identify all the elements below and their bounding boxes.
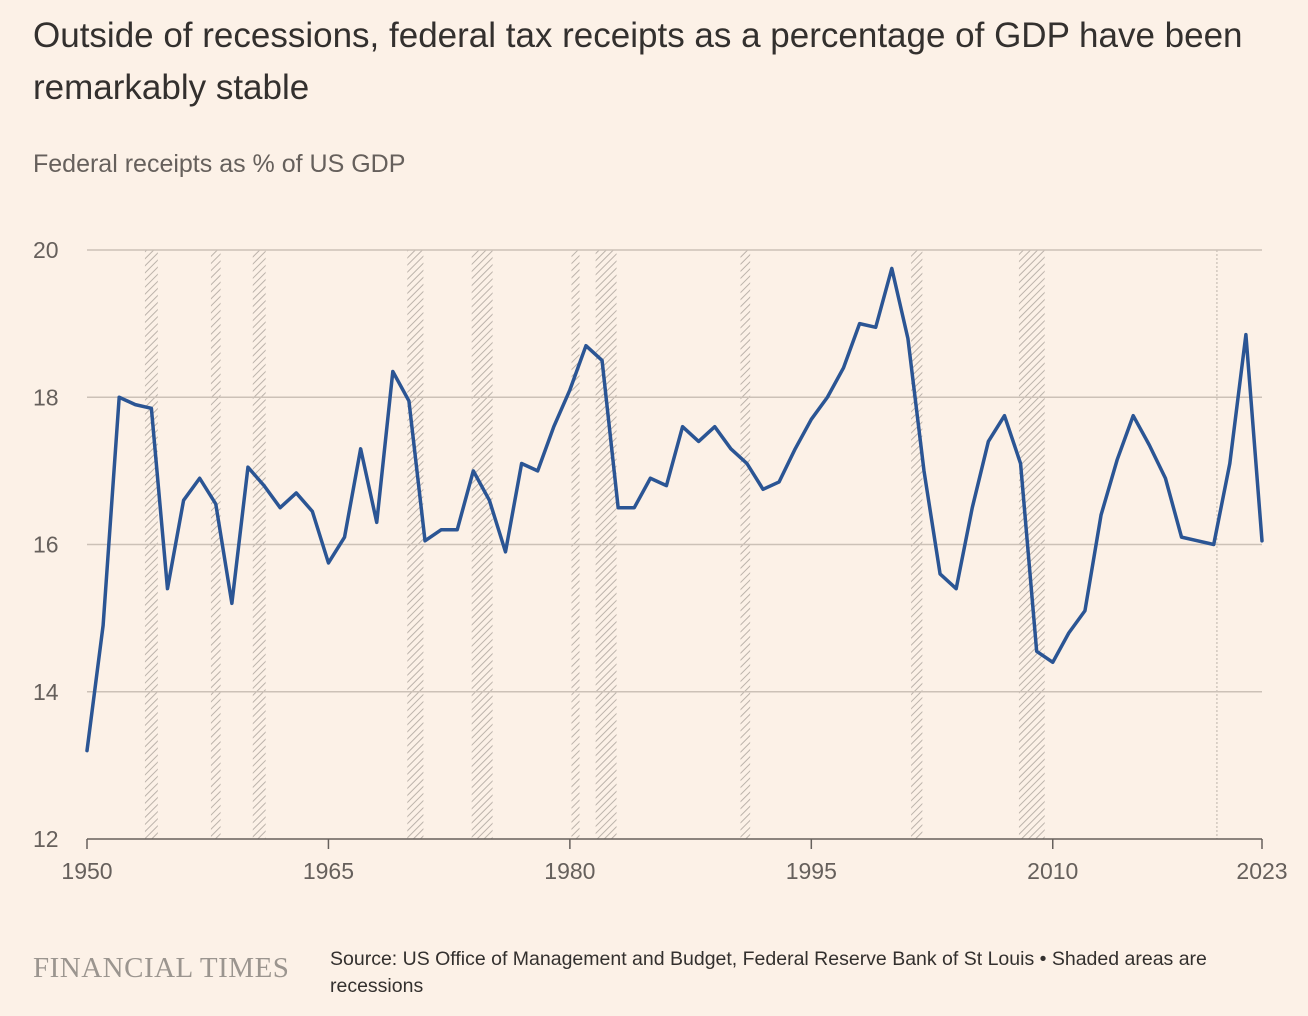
- ft-logo: FINANCIAL TIMES: [33, 952, 290, 984]
- x-tick-label: 1965: [303, 858, 354, 884]
- chart-subtitle: Federal receipts as % of US GDP: [33, 150, 406, 178]
- x-tick-label: 1950: [61, 858, 112, 884]
- y-tick-label: 14: [33, 679, 59, 705]
- gridlines: 20 18 16 14 12: [33, 237, 1262, 852]
- series-layer: [85, 266, 1264, 753]
- source-note: Source: US Office of Management and Budg…: [330, 948, 1207, 997]
- x-tick-label: 2023: [1236, 858, 1287, 884]
- chart-title: Outside of recessions, federal tax recei…: [33, 16, 1243, 107]
- y-tick-label: 12: [33, 826, 59, 852]
- line-chart: 20 18 16 14 12 1950 1965 1980 1995 2010 2023: [33, 237, 1288, 884]
- series-line: [85, 266, 1264, 753]
- x-tick-label: 2010: [1027, 858, 1078, 884]
- y-tick-label: 18: [33, 384, 59, 410]
- y-tick-label: 16: [33, 532, 59, 558]
- y-tick-label: 20: [33, 237, 59, 263]
- axes: 1950 1965 1980 1995 2010 2023: [61, 838, 1288, 884]
- x-tick-label: 1995: [786, 858, 837, 884]
- x-tick-label: 1980: [544, 858, 595, 884]
